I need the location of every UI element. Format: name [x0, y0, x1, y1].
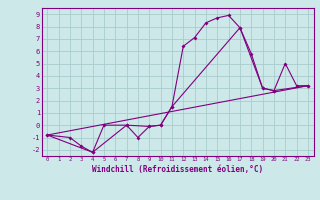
X-axis label: Windchill (Refroidissement éolien,°C): Windchill (Refroidissement éolien,°C) — [92, 165, 263, 174]
